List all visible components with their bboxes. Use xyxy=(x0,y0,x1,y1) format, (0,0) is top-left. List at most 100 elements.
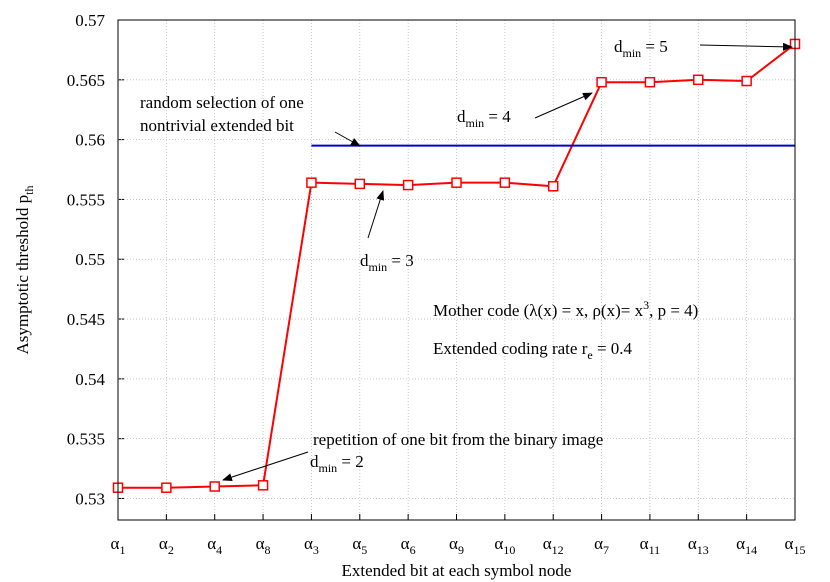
x-tick-label-base: α xyxy=(256,534,265,553)
annotation-post: = 5 xyxy=(641,37,668,56)
annotation-pre: random selection of one xyxy=(140,93,304,112)
arrow xyxy=(367,190,385,239)
marker xyxy=(209,481,220,492)
x-tick-label-sub: 1 xyxy=(119,543,125,557)
marker xyxy=(499,177,511,188)
annotation-pre: d xyxy=(614,37,623,56)
x-tick-label-sub: 13 xyxy=(697,543,709,557)
x-tick-label: α2 xyxy=(159,534,174,557)
x-tick-label-sub: 3 xyxy=(313,543,319,557)
x-tick-label-base: α xyxy=(449,534,458,553)
x-tick-label: α6 xyxy=(401,534,416,557)
x-tick-label: α5 xyxy=(352,534,367,557)
marker xyxy=(451,177,462,188)
x-axis-label: Extended bit at each symbol node xyxy=(342,561,572,580)
annotation: dmin = 4 xyxy=(457,107,511,130)
x-tick-label: α3 xyxy=(304,534,319,557)
annotation-pre: nontrivial extended bit xyxy=(140,116,294,135)
x-tick-label-sub: 15 xyxy=(793,543,805,557)
x-tick-label-base: α xyxy=(640,534,649,553)
plot-frame xyxy=(117,19,796,521)
x-tick-label-base: α xyxy=(159,534,168,553)
marker xyxy=(644,76,656,88)
x-tick-label: α4 xyxy=(207,534,222,557)
x-tick-label-sub: 11 xyxy=(649,543,661,557)
marker xyxy=(596,76,607,88)
x-tick-label-base: α xyxy=(594,534,603,553)
annotation: Mother code (λ(x) = x, ρ(x)= x3, p = 4) xyxy=(433,298,698,320)
annotation-pre: Extended coding rate r xyxy=(433,339,588,358)
x-tick-label-sub: 4 xyxy=(216,543,222,557)
annotation-post: , p = 4) xyxy=(649,301,698,320)
x-tick-label: α15 xyxy=(785,534,806,557)
arrow xyxy=(334,131,361,147)
marker xyxy=(741,75,752,87)
y-tick-label: 0.54 xyxy=(75,370,105,389)
x-tick-label-sub: 5 xyxy=(361,543,367,557)
annotation-sub: min xyxy=(623,46,642,60)
annotation-pre: d xyxy=(457,107,466,126)
x-tick-label-base: α xyxy=(304,534,313,553)
marker xyxy=(257,480,269,491)
annotation-pre: d xyxy=(360,251,369,270)
annotation-sub: min xyxy=(319,461,338,475)
x-tick-label: α8 xyxy=(256,534,271,557)
y-tick-label: 0.545 xyxy=(67,310,105,329)
annotation: nontrivial extended bit xyxy=(140,116,294,135)
annotation-sub: e xyxy=(587,348,592,362)
marker xyxy=(354,178,366,190)
x-tick-label-base: α xyxy=(401,534,410,553)
x-tick-label: α1 xyxy=(111,534,126,557)
annotation-post: = 0.4 xyxy=(593,339,633,358)
annotation: dmin = 3 xyxy=(360,251,414,274)
y-axis-label: Asymptotic threshold pth xyxy=(13,186,36,355)
x-tick-label: α9 xyxy=(449,534,464,557)
annotation: dmin = 5 xyxy=(614,37,668,60)
y-tick-label: 0.555 xyxy=(67,190,105,209)
x-tick-label-base: α xyxy=(207,534,216,553)
x-tick-label-sub: 7 xyxy=(603,543,609,557)
marker xyxy=(161,482,172,493)
annotation-sub: min xyxy=(369,260,388,274)
arrow xyxy=(222,451,309,481)
x-tick-label-base: α xyxy=(111,534,120,553)
annotation: dmin = 2 xyxy=(310,452,364,475)
y-tick-label: 0.56 xyxy=(75,131,105,150)
x-tick-label-sub: 2 xyxy=(168,543,174,557)
arrow xyxy=(699,42,793,51)
y-tick-label: 0.55 xyxy=(75,250,105,269)
x-tick-label-base: α xyxy=(785,534,794,553)
x-tick-label-sub: 8 xyxy=(265,543,271,557)
annotation-pre: Mother code (λ(x) = x, ρ(x)= x xyxy=(433,301,644,320)
annotation-sup: 3 xyxy=(643,298,649,312)
y-tick-label: 0.57 xyxy=(75,11,105,30)
y-tick-label: 0.53 xyxy=(75,489,105,508)
arrow xyxy=(534,92,593,119)
x-tick-label-base: α xyxy=(494,534,503,553)
x-tick-label: α11 xyxy=(640,534,660,557)
annotation-post: = 2 xyxy=(337,452,364,471)
x-tick-label: α12 xyxy=(543,534,564,557)
x-tick-label-base: α xyxy=(543,534,552,553)
annotation-post: = 3 xyxy=(387,251,414,270)
y-tick-label: 0.535 xyxy=(67,430,105,449)
x-tick-label-base: α xyxy=(736,534,745,553)
x-tick-label: α14 xyxy=(736,534,757,557)
y-tick-label: 0.565 xyxy=(67,71,105,90)
x-tick-label-sub: 6 xyxy=(410,543,416,557)
x-tick-label-base: α xyxy=(688,534,697,553)
annotation-sub: min xyxy=(466,116,485,130)
marker xyxy=(693,74,704,86)
annotation: random selection of one xyxy=(140,93,304,112)
x-tick-label-sub: 12 xyxy=(552,543,564,557)
x-tick-label-sub: 10 xyxy=(503,543,515,557)
x-tick-label: α7 xyxy=(594,534,609,557)
x-tick-label-base: α xyxy=(352,534,361,553)
annotation: Extended coding rate re = 0.4 xyxy=(433,339,633,362)
x-tick-label-sub: 9 xyxy=(458,543,464,557)
annotation-pre: repetition of one bit from the binary im… xyxy=(313,430,603,449)
arrows xyxy=(222,42,793,481)
marker xyxy=(402,179,414,191)
